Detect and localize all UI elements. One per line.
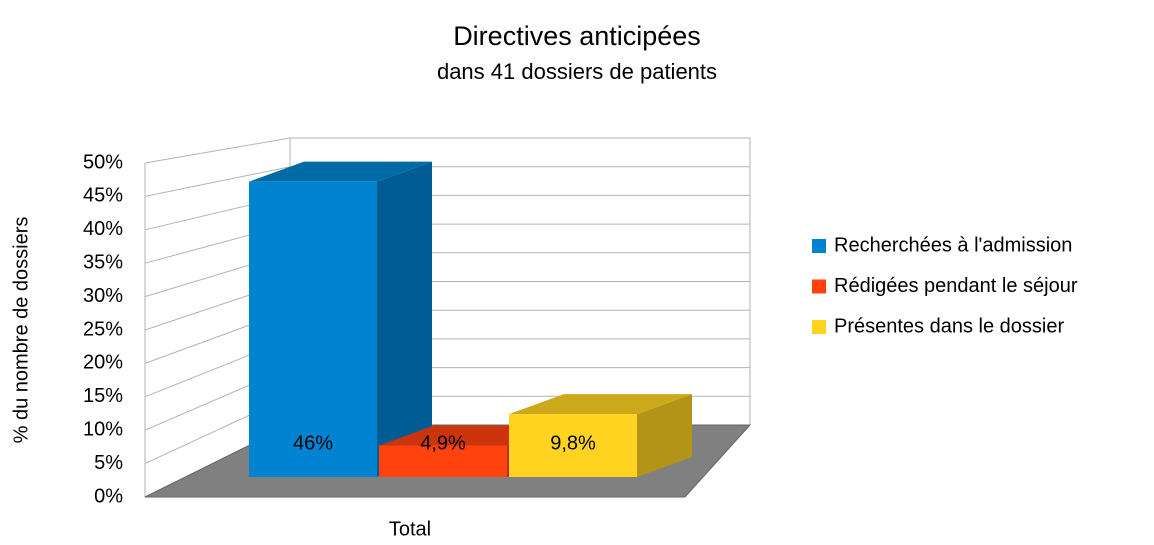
grid-line — [144, 166, 750, 197]
chart-title: Directives anticipées — [453, 21, 701, 51]
bar — [249, 181, 377, 477]
legend-swatch — [812, 320, 826, 334]
data-label: 9,8% — [550, 432, 596, 454]
grid-line — [144, 281, 750, 331]
chart-subtitle: dans 41 dossiers de patients — [437, 59, 717, 84]
grid-line — [144, 194, 750, 231]
bar — [509, 414, 637, 477]
y-tick-label: 50% — [83, 151, 123, 173]
y-tick-label: 10% — [83, 418, 123, 440]
legend-swatch — [812, 279, 826, 294]
x-tick-label: Total — [389, 518, 431, 540]
y-tick-label: 0% — [94, 485, 123, 507]
y-tick-label: 40% — [83, 218, 123, 240]
data-label: 46% — [293, 432, 333, 454]
bar-top — [509, 394, 692, 415]
y-tick-label: 25% — [83, 318, 123, 340]
legend-label: Recherchées à l'admission — [834, 234, 1072, 256]
bar-side — [637, 394, 692, 477]
bar-top — [249, 161, 432, 182]
grid-line — [144, 309, 750, 364]
y-tick-label: 30% — [83, 285, 123, 307]
grid-line — [144, 223, 750, 264]
legend-label: Présentes dans le dossier — [834, 315, 1064, 337]
y-tick-label: 5% — [94, 452, 123, 474]
legend-swatch — [812, 239, 826, 253]
y-tick-label: 45% — [83, 185, 123, 207]
legend-label: Rédigées pendant le séjour — [834, 275, 1078, 297]
grid-line — [144, 137, 750, 164]
data-label: 4,9% — [420, 432, 466, 454]
bar-side — [377, 161, 432, 477]
y-tick-label: 20% — [83, 352, 123, 374]
grid-line — [144, 252, 750, 298]
y-axis-label: % du nombre de dossiers — [10, 217, 32, 444]
y-tick-label: 35% — [83, 251, 123, 273]
y-tick-label: 15% — [83, 385, 123, 407]
bar — [379, 445, 507, 477]
